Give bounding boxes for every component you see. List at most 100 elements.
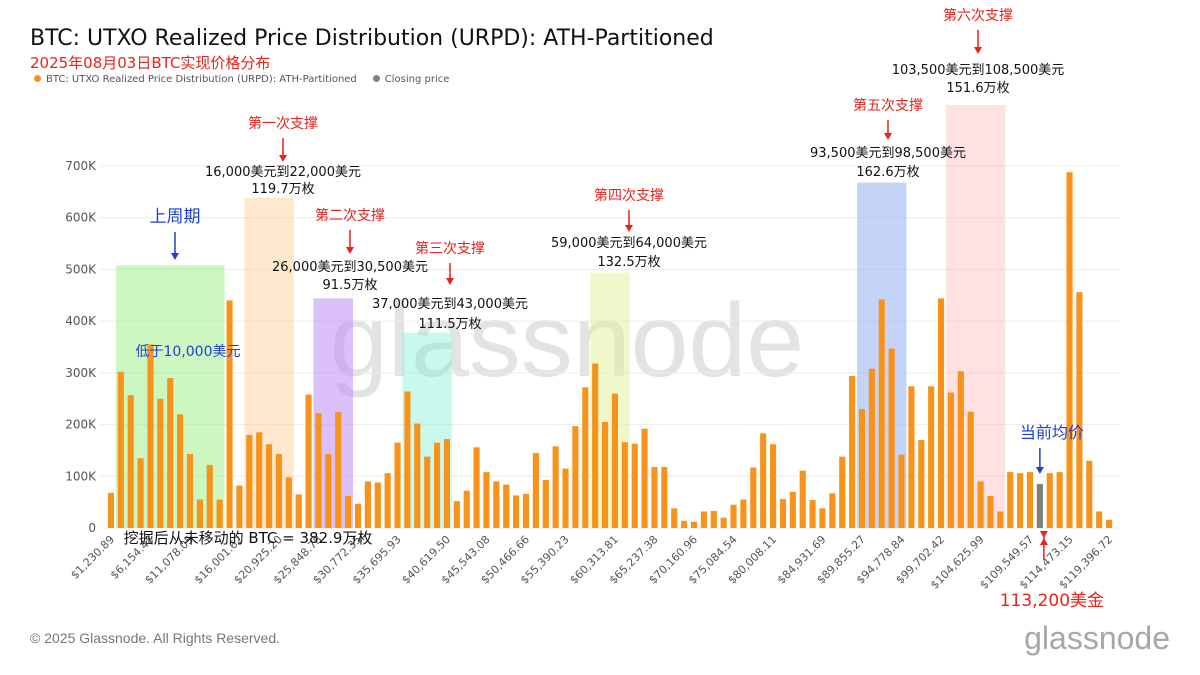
bar bbox=[730, 504, 737, 528]
bar bbox=[769, 444, 777, 528]
annotation-amount: 119.7万枚 bbox=[251, 182, 314, 197]
annotation-amount: 151.6万枚 bbox=[946, 81, 1009, 96]
bar bbox=[908, 386, 915, 528]
bar bbox=[177, 414, 184, 528]
bar bbox=[720, 517, 727, 528]
bar bbox=[206, 464, 213, 528]
bar bbox=[562, 468, 569, 528]
bar bbox=[631, 443, 638, 528]
closing-price-bar bbox=[1036, 484, 1043, 528]
bar bbox=[275, 454, 283, 528]
bar bbox=[117, 371, 124, 528]
bar bbox=[374, 482, 381, 528]
annotation-label: 上周期 bbox=[150, 207, 201, 227]
bar bbox=[947, 392, 955, 528]
bar bbox=[819, 508, 826, 528]
bar bbox=[740, 499, 747, 528]
y-tick-label: 100K bbox=[65, 469, 97, 483]
bar bbox=[592, 363, 599, 528]
bar bbox=[463, 490, 470, 528]
bar bbox=[779, 499, 787, 528]
annotation-range: 26,000美元到30,500美元 bbox=[272, 260, 428, 275]
bar bbox=[137, 458, 144, 528]
arrow-down-icon-head bbox=[884, 133, 892, 140]
bar bbox=[760, 433, 767, 528]
bar bbox=[918, 440, 925, 528]
annotation-range: 16,000美元到22,000美元 bbox=[205, 165, 361, 180]
bar bbox=[611, 393, 619, 528]
y-tick-label: 300K bbox=[65, 366, 97, 380]
annotation-label: 第五次支撑 bbox=[853, 97, 923, 114]
legend-dot-gray-icon bbox=[372, 75, 380, 82]
y-tick-label: 0 bbox=[88, 521, 96, 535]
arrow-down-icon-head bbox=[974, 47, 982, 54]
bar bbox=[621, 442, 628, 528]
bar bbox=[107, 492, 115, 528]
bar bbox=[127, 395, 134, 528]
bar bbox=[601, 421, 609, 528]
annotation-label: 第三次支撑 bbox=[415, 240, 485, 257]
bar bbox=[285, 477, 292, 528]
bar bbox=[305, 394, 312, 528]
annotation-range: 103,500美元到108,500美元 bbox=[892, 63, 1065, 78]
bar bbox=[1066, 172, 1073, 528]
brand-logo: glassnode bbox=[1024, 620, 1170, 656]
annotation-range: 93,500美元到98,500美元 bbox=[810, 146, 966, 161]
copyright: © 2025 Glassnode. All Rights Reserved. bbox=[30, 630, 281, 646]
bar bbox=[641, 428, 648, 528]
bar bbox=[394, 442, 401, 528]
bar bbox=[661, 466, 668, 528]
bar bbox=[433, 442, 441, 528]
bar bbox=[246, 434, 253, 528]
bar bbox=[414, 423, 421, 528]
annotation-amount: 132.5万枚 bbox=[597, 255, 660, 270]
annotation-range: 37,000美元到43,000美元 bbox=[372, 297, 528, 312]
unmoved-btc-note: 挖掘后从未移动的 BTC = 382.9万枚 bbox=[124, 529, 373, 547]
bar bbox=[829, 493, 836, 528]
bar bbox=[937, 298, 945, 528]
legend-dot-orange-icon bbox=[34, 75, 41, 82]
bar bbox=[167, 378, 174, 528]
bar bbox=[928, 386, 935, 528]
annotation-label: 第一次支撑 bbox=[248, 115, 318, 132]
bar bbox=[404, 391, 411, 528]
bar bbox=[315, 413, 322, 528]
bar bbox=[789, 491, 796, 528]
bar bbox=[967, 411, 974, 528]
closing-price-label: 113,200美金 bbox=[1000, 591, 1104, 611]
annotation-amount: 162.6万枚 bbox=[856, 165, 919, 180]
bar bbox=[542, 479, 549, 528]
chart-subtitle: 2025年08月03日BTC实现价格分布 bbox=[30, 54, 271, 72]
annotation-amount: 111.5万枚 bbox=[418, 317, 481, 332]
bar bbox=[236, 485, 243, 528]
annotation-amount: 91.5万枚 bbox=[323, 278, 378, 293]
annotation-label: 第六次支撑 bbox=[943, 7, 1013, 24]
y-tick-label: 600K bbox=[65, 211, 97, 225]
bar bbox=[671, 508, 678, 528]
bar bbox=[1007, 472, 1014, 528]
bar bbox=[651, 466, 658, 528]
annotation-label: 第二次支撑 bbox=[315, 207, 385, 224]
bar bbox=[681, 520, 688, 528]
bar bbox=[216, 499, 223, 528]
bar bbox=[265, 444, 273, 528]
bar bbox=[690, 521, 698, 528]
bar bbox=[493, 481, 500, 528]
legend-item-closing[interactable]: Closing price bbox=[372, 74, 449, 85]
arrow-down-icon-head bbox=[279, 155, 287, 162]
annotation-label: 第四次支撑 bbox=[594, 187, 664, 204]
bar bbox=[424, 456, 431, 528]
bar bbox=[997, 511, 1004, 528]
chart-title: BTC: UTXO Realized Price Distribution (U… bbox=[30, 26, 714, 51]
arrow-up-icon-head bbox=[1039, 531, 1048, 538]
bar bbox=[345, 495, 352, 528]
bar bbox=[858, 409, 866, 528]
legend-item-urpd[interactable]: BTC: UTXO Realized Price Distribution (U… bbox=[34, 74, 357, 85]
arrow-down-icon-head bbox=[1035, 467, 1044, 474]
bar bbox=[809, 500, 816, 528]
bar bbox=[157, 398, 164, 528]
bar bbox=[325, 454, 332, 528]
arrow-down-icon-head bbox=[346, 247, 354, 254]
bar bbox=[710, 510, 717, 528]
